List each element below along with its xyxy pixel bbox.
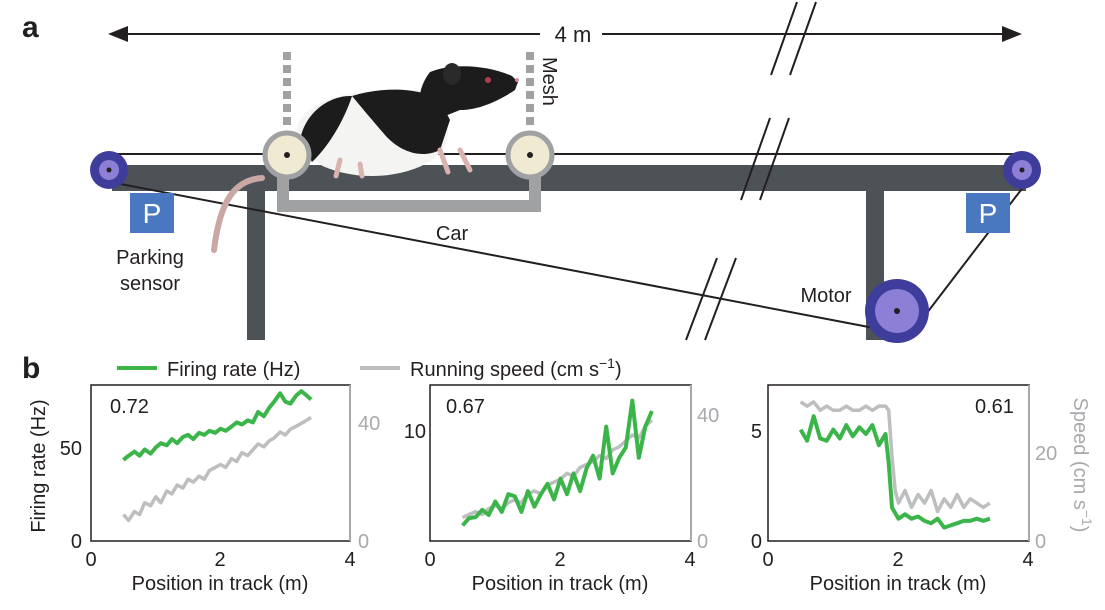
distance-label: 4 m	[555, 22, 592, 47]
chart-3-ytick-0: 0	[751, 531, 762, 553]
arrowhead-right-icon	[1002, 26, 1022, 42]
chart-2-firing-rate-line	[461, 398, 654, 527]
panel-a-label: a	[22, 11, 39, 44]
chart-2-y2tick-1: 40	[697, 405, 719, 427]
chart-2-xtick-2: 4	[684, 549, 695, 571]
chart-3-speed-line	[799, 400, 991, 514]
chart-3-xtick-1: 2	[892, 549, 903, 571]
break-marks	[685, 1, 817, 341]
legend-label-firing-rate: Firing rate (Hz)	[167, 359, 300, 381]
arrowhead-left-icon	[108, 26, 128, 42]
chart-3: 0.61 Position in track (m) 0 2 4 0 5 0 2…	[751, 384, 1095, 595]
parking-sign-left	[130, 193, 174, 233]
motor-label: Motor	[800, 285, 851, 307]
chart-3-ytick-1: 5	[751, 421, 762, 443]
legend-label-running-speed: Running speed (cm s−1)	[410, 355, 622, 381]
distance-arrow	[108, 26, 1022, 42]
parking-sign-right	[966, 193, 1010, 233]
chart-2-xtick-1: 2	[554, 549, 565, 571]
chart-2-ytick-0: 10	[404, 421, 426, 443]
chart-2-xtick-0: 0	[424, 549, 435, 571]
car-frame	[277, 156, 541, 212]
chart-3-xtick-0: 0	[762, 549, 773, 571]
parking-sensor-label-line1: Parking	[116, 247, 184, 269]
chart-1-ylabel: Firing rate (Hz)	[28, 399, 50, 532]
chart-2-xlabel: Position in track (m)	[472, 573, 649, 595]
belt-lower-left	[109, 181, 896, 333]
chart-1: 0.72 Firing rate (Hz) Position in track …	[28, 384, 380, 595]
chart-1-speed-line	[122, 415, 313, 523]
chart-3-series-speed	[799, 400, 991, 514]
chart-1-xtick-0: 0	[85, 549, 96, 571]
panel-a: a 4 m Mesh	[22, 1, 1041, 343]
chart-1-ytick-1: 50	[60, 438, 82, 460]
wheel-left	[262, 130, 312, 180]
chart-1-firing-rate-line	[122, 389, 313, 462]
chart-2-speed-line	[461, 418, 654, 520]
car-label: Car	[436, 223, 469, 245]
chart-3-firing-rate-line	[798, 414, 991, 530]
chart-1-xtick-2: 4	[344, 549, 355, 571]
pulley-right-icon	[1003, 151, 1041, 189]
chart-3-y2tick-0: 0	[1035, 531, 1046, 553]
chart-1-annotation: 0.72	[110, 396, 149, 418]
chart-1-ytick-0: 0	[71, 531, 82, 553]
chart-1-y2tick-1: 40	[358, 413, 380, 435]
left-leg	[247, 180, 265, 340]
chart-1-series-speed	[122, 415, 313, 523]
motor-icon	[865, 279, 929, 343]
chart-2-series-speed	[461, 418, 654, 520]
panel-b: b Firing rate (Hz) Running speed (cm s−1…	[22, 352, 1095, 595]
parking-sensor-label-line2: sensor	[120, 273, 180, 295]
legend: Firing rate (Hz) Running speed (cm s−1)	[117, 355, 622, 381]
wheel-right	[505, 130, 555, 180]
chart-3-y2label: Speed (cm s−1)	[1069, 398, 1095, 533]
pulley-left-icon	[90, 151, 128, 189]
chart-1-y2tick-0: 0	[358, 531, 369, 553]
chart-2-series-firing-rate	[461, 398, 654, 527]
chart-2-annotation: 0.67	[446, 396, 485, 418]
chart-1-xlabel: Position in track (m)	[132, 573, 309, 595]
chart-3-xlabel: Position in track (m)	[810, 573, 987, 595]
chart-1-series-firing-rate	[122, 389, 313, 462]
chart-3-annotation: 0.61	[975, 396, 1014, 418]
chart-1-xtick-1: 2	[214, 549, 225, 571]
parking-sign-left-letter: P	[143, 198, 162, 229]
rat-image	[211, 63, 519, 253]
chart-3-xtick-2: 4	[1022, 549, 1033, 571]
chart-3-series-firing-rate	[798, 414, 991, 530]
mesh-label: Mesh	[538, 57, 560, 106]
parking-sign-right-letter: P	[979, 198, 998, 229]
panel-b-label: b	[22, 352, 40, 385]
chart-2-y2tick-0: 0	[697, 531, 708, 553]
chart-3-y2tick-1: 20	[1035, 443, 1057, 465]
chart-2: 0.67 Position in track (m) 0 2 4 10 0 40	[404, 384, 719, 595]
